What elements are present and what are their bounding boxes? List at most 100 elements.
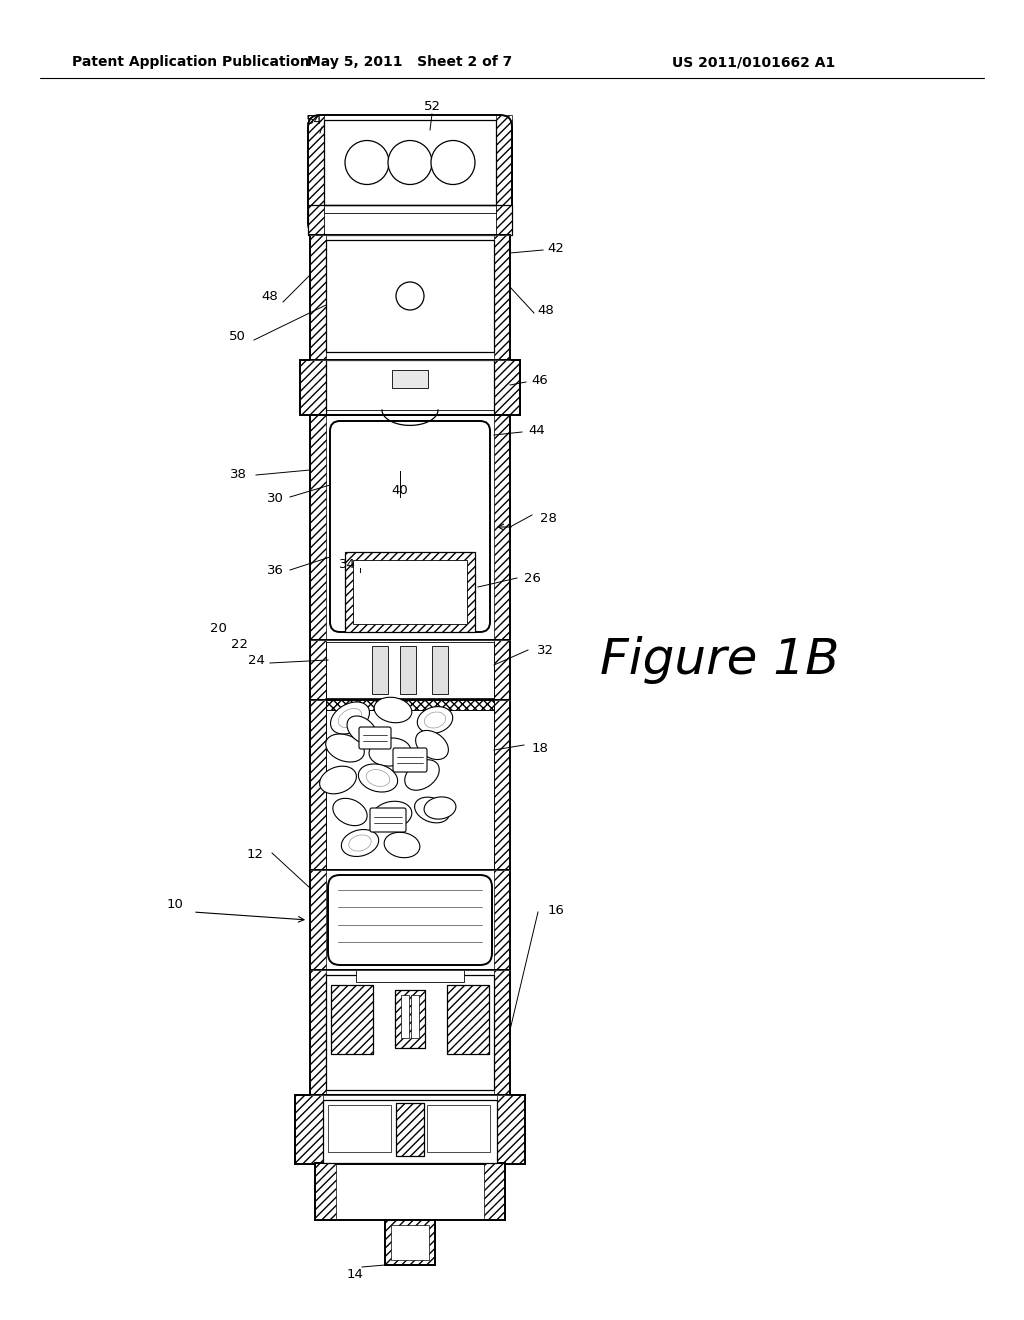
Bar [411, 995, 419, 1039]
Bar [427, 1105, 490, 1152]
Bar [323, 1100, 497, 1163]
Bar [310, 870, 326, 970]
Bar [308, 205, 512, 235]
Bar [496, 205, 512, 235]
Bar [326, 700, 494, 710]
FancyBboxPatch shape [328, 875, 492, 965]
Ellipse shape [374, 697, 412, 723]
Text: 42: 42 [548, 242, 564, 255]
Text: 24: 24 [248, 653, 264, 667]
Bar [310, 235, 510, 360]
Bar [395, 990, 425, 1048]
Bar [328, 1105, 391, 1152]
Text: 40: 40 [391, 483, 409, 496]
Bar [494, 970, 510, 1096]
Bar [392, 370, 428, 388]
Text: 46: 46 [531, 374, 549, 387]
Bar [494, 235, 510, 360]
Text: 30: 30 [266, 491, 284, 504]
Text: 20: 20 [210, 622, 226, 635]
Ellipse shape [415, 797, 450, 822]
Bar [310, 700, 510, 870]
Text: 44: 44 [528, 424, 546, 437]
Bar [353, 560, 467, 624]
Ellipse shape [418, 706, 453, 734]
Bar [300, 360, 326, 414]
Ellipse shape [319, 766, 356, 793]
Bar [345, 552, 475, 632]
Bar [310, 870, 510, 970]
Text: 48: 48 [538, 304, 554, 317]
Text: 22: 22 [231, 638, 249, 651]
Text: 16: 16 [548, 903, 564, 916]
Ellipse shape [347, 715, 377, 744]
FancyBboxPatch shape [359, 727, 391, 748]
Text: 38: 38 [229, 469, 247, 482]
Bar [324, 120, 496, 205]
Bar [295, 1096, 323, 1164]
Bar [385, 1220, 435, 1265]
Bar [310, 700, 326, 870]
Bar [400, 645, 416, 694]
Bar [326, 975, 494, 1090]
Text: 36: 36 [266, 564, 284, 577]
Ellipse shape [424, 797, 456, 820]
Bar [308, 115, 324, 235]
Text: May 5, 2011   Sheet 2 of 7: May 5, 2011 Sheet 2 of 7 [307, 55, 513, 69]
Text: 10: 10 [167, 899, 183, 912]
Text: 32: 32 [537, 644, 554, 656]
Text: 14: 14 [346, 1269, 364, 1282]
Bar [385, 1220, 435, 1265]
Bar [432, 645, 449, 694]
Text: 54: 54 [305, 114, 323, 127]
Bar [497, 1096, 525, 1164]
FancyBboxPatch shape [393, 748, 427, 772]
Circle shape [345, 140, 389, 185]
Circle shape [431, 140, 475, 185]
Bar [310, 414, 510, 640]
Circle shape [388, 140, 432, 185]
Ellipse shape [369, 738, 411, 766]
Ellipse shape [333, 799, 368, 825]
Bar [484, 1163, 505, 1220]
Bar [295, 1096, 525, 1164]
Bar [308, 205, 324, 235]
Bar [494, 360, 520, 414]
Text: Figure 1B: Figure 1B [600, 636, 840, 684]
Bar [396, 1104, 424, 1155]
Bar [345, 552, 475, 632]
Bar [326, 700, 494, 710]
Bar [494, 700, 510, 870]
Bar [494, 414, 510, 640]
Ellipse shape [384, 833, 420, 858]
Bar [372, 645, 388, 694]
Bar [356, 970, 464, 982]
Text: US 2011/0101662 A1: US 2011/0101662 A1 [672, 55, 836, 69]
Ellipse shape [404, 760, 439, 791]
Bar [310, 414, 326, 640]
Bar [496, 115, 512, 235]
Ellipse shape [372, 801, 412, 829]
Bar [326, 240, 494, 352]
Bar [401, 995, 409, 1039]
Bar [326, 642, 494, 698]
Text: 12: 12 [247, 849, 263, 862]
Bar [310, 970, 326, 1096]
Bar [310, 640, 510, 700]
Text: 52: 52 [424, 100, 440, 114]
Bar [310, 640, 326, 700]
Text: 48: 48 [261, 290, 279, 304]
Bar [447, 985, 489, 1053]
Ellipse shape [326, 734, 365, 762]
Ellipse shape [331, 702, 370, 734]
Text: 28: 28 [540, 511, 556, 524]
Bar [310, 970, 510, 1096]
Bar [326, 700, 494, 870]
Ellipse shape [341, 829, 379, 857]
Text: Patent Application Publication: Patent Application Publication [72, 55, 309, 69]
Bar [494, 640, 510, 700]
FancyBboxPatch shape [370, 808, 406, 832]
Ellipse shape [416, 730, 449, 759]
Text: 18: 18 [531, 742, 549, 755]
Bar [395, 990, 425, 1048]
